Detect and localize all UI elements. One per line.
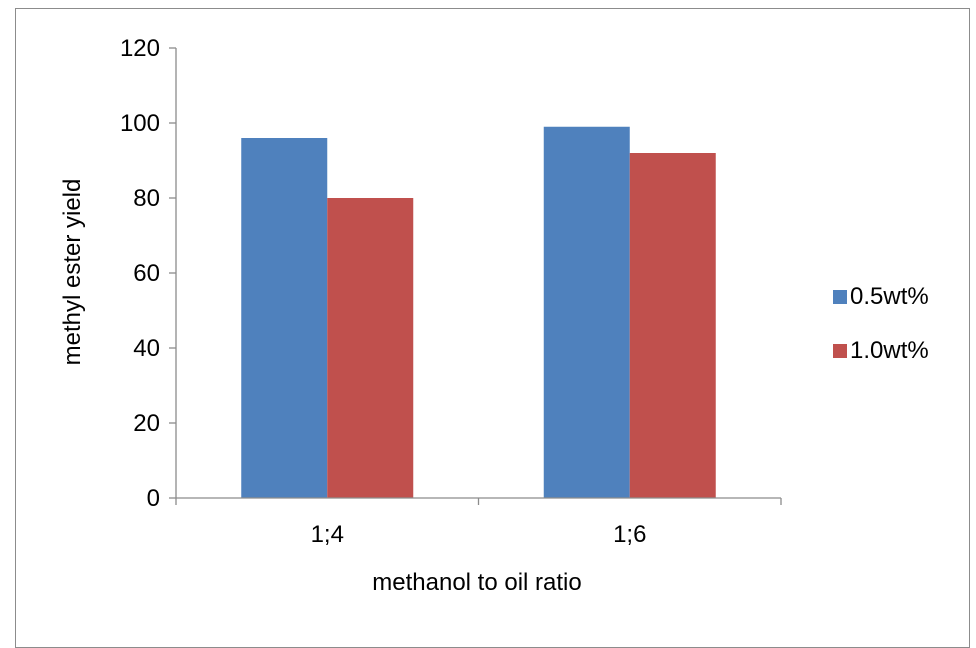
legend-swatch: [833, 344, 847, 358]
bar-0.5wt%-1;6: [543, 126, 630, 498]
x-tick-label: 1;6: [613, 521, 646, 548]
bar-1.0wt%-1;6: [629, 153, 716, 498]
axes-group: [169, 47, 782, 505]
x-tick-labels: 1;4 1;6: [311, 521, 647, 548]
legend-label: 0.5wt%: [850, 283, 929, 310]
y-tick-label: 0: [147, 485, 160, 512]
legend-swatch: [833, 290, 847, 304]
legend: 0.5wt% 1.0wt%: [833, 283, 929, 364]
y-tick-label: 120: [120, 35, 160, 62]
legend-label: 1.0wt%: [850, 337, 929, 364]
y-tick-label: 20: [133, 410, 160, 437]
x-axis-title: methanol to oil ratio: [372, 569, 581, 596]
y-tick-label: 80: [133, 185, 160, 212]
y-tick-labels: 0 20 40 60 80 100 120: [120, 35, 160, 512]
x-tick-label: 1;4: [311, 521, 344, 548]
y-tick-label: 60: [133, 260, 160, 287]
y-tick-label: 100: [120, 110, 160, 137]
y-tick-label: 40: [133, 335, 160, 362]
y-axis-title: methyl ester yield: [59, 179, 86, 366]
bar-0.5wt%-1;4: [241, 138, 328, 498]
bar-chart: 0 20 40 60 80 100 120 1;4 1;6 methyl ester yiel…: [59, 35, 929, 596]
bars-group: [241, 126, 716, 498]
bar-1.0wt%-1;4: [327, 198, 414, 498]
